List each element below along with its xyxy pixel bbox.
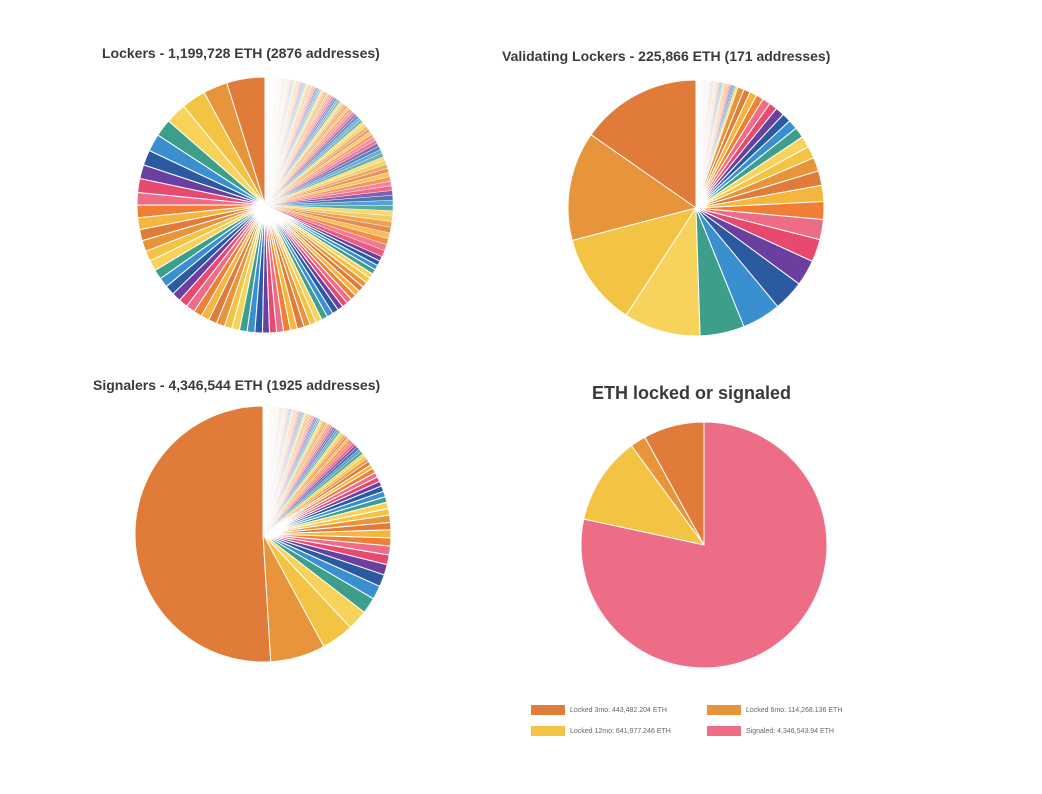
legend-row: Locked 12mo: 641,977.246 ETH Signaled: 4…	[531, 725, 891, 737]
legend-item-locked-12mo: Locked 12mo: 641,977.246 ETH	[531, 726, 707, 736]
legend-item-signaled: Signaled: 4,346,543.94 ETH	[707, 726, 834, 736]
legend-item-locked-6mo: Locked 6mo: 114,268.136 ETH	[707, 705, 842, 715]
legend-swatch-locked-12mo	[531, 726, 565, 736]
lockers-title: Lockers - 1,199,728 ETH (2876 addresses)	[102, 45, 380, 61]
pie-slice	[590, 79, 697, 209]
eth-locked-or-signaled-title: ETH locked or signaled	[592, 383, 792, 403]
pie-slice	[625, 206, 701, 337]
pie-slice	[580, 421, 828, 669]
pie-slice	[571, 207, 698, 316]
legend-swatch-locked-3mo	[531, 705, 565, 715]
validating-lockers-pie	[567, 79, 825, 337]
legend-swatch-locked-6mo	[707, 705, 741, 715]
lockers-pie	[136, 76, 394, 334]
legend: Locked 3mo: 443,482.204 ETH Locked 6mo: …	[531, 704, 891, 746]
signalers-title: Signalers - 4,346,544 ETH (1925 addresse…	[93, 377, 381, 393]
legend-label-locked-3mo: Locked 3mo: 443,482.204 ETH	[570, 706, 667, 714]
signalers-pie	[134, 405, 392, 663]
legend-label-locked-6mo: Locked 6mo: 114,268.136 ETH	[746, 706, 843, 714]
pie-slice	[134, 405, 272, 663]
eth-locked-or-signaled-pie	[580, 421, 828, 669]
legend-row: Locked 3mo: 443,482.204 ETH Locked 6mo: …	[531, 704, 891, 716]
legend-label-locked-12mo: Locked 12mo: 641,977.246 ETH	[570, 727, 671, 735]
pie-slice	[583, 445, 706, 546]
legend-item-locked-3mo: Locked 3mo: 443,482.204 ETH	[531, 705, 707, 715]
pie-slice	[567, 134, 698, 242]
legend-swatch-signaled	[707, 726, 741, 736]
validating-lockers-title: Validating Lockers - 225,866 ETH (171 ad…	[502, 48, 831, 64]
legend-label-signaled: Signaled: 4,346,543.94 ETH	[746, 727, 834, 735]
